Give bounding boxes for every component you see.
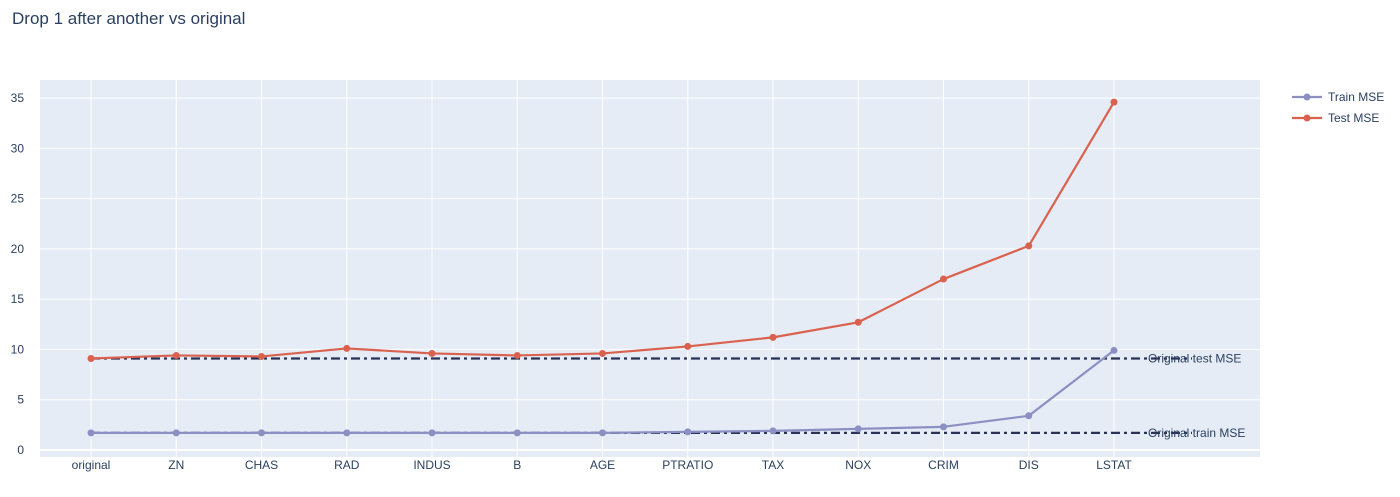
- y-tick-label: 0: [17, 443, 24, 457]
- legend-swatch-marker: [1303, 93, 1311, 101]
- legend-label: Test MSE: [1328, 111, 1379, 125]
- data-point: [172, 429, 180, 437]
- x-tick-label: B: [513, 458, 521, 472]
- data-point: [1110, 346, 1118, 354]
- reference-line-label: Original test MSE: [1148, 351, 1241, 365]
- data-point: [343, 429, 351, 437]
- data-point: [684, 428, 692, 436]
- x-tick-label: ZN: [168, 458, 184, 472]
- plot-area: [40, 80, 1260, 457]
- data-point: [87, 354, 95, 362]
- x-tick-label: TAX: [762, 458, 784, 472]
- data-point: [428, 349, 436, 357]
- data-point: [513, 351, 521, 359]
- data-point: [172, 351, 180, 359]
- data-point: [854, 318, 862, 326]
- y-tick-label: 30: [11, 141, 25, 155]
- x-tick-label: RAD: [334, 458, 360, 472]
- data-point: [684, 342, 692, 350]
- data-point: [940, 423, 947, 431]
- chart-title: Drop 1 after another vs original: [12, 9, 246, 28]
- y-tick-label: 25: [11, 192, 25, 206]
- x-tick-label: CRIM: [928, 458, 959, 472]
- data-point: [599, 429, 606, 437]
- x-tick-label: PTRATIO: [662, 458, 713, 472]
- data-point: [769, 333, 777, 341]
- y-tick-label: 5: [17, 393, 24, 407]
- y-tick-label: 20: [11, 242, 25, 256]
- x-tick-label: original: [72, 458, 111, 472]
- y-tick-label: 35: [11, 91, 25, 105]
- data-point: [343, 344, 351, 352]
- x-tick-label: DIS: [1019, 458, 1039, 472]
- y-tick-label: 10: [11, 342, 25, 356]
- x-tick-label: CHAS: [245, 458, 278, 472]
- data-point: [940, 275, 947, 283]
- reference-line-label: Original train MSE: [1148, 426, 1245, 440]
- data-point: [854, 425, 862, 433]
- x-tick-label: AGE: [590, 458, 615, 472]
- legend-label: Train MSE: [1328, 90, 1384, 104]
- data-point: [258, 352, 265, 360]
- legend-swatch-marker: [1303, 114, 1311, 122]
- data-point: [258, 429, 265, 437]
- data-point: [1025, 412, 1033, 420]
- data-point: [87, 429, 95, 437]
- data-point: [599, 349, 606, 357]
- x-tick-label: NOX: [845, 458, 871, 472]
- data-point: [1025, 242, 1033, 250]
- data-point: [513, 429, 521, 437]
- x-tick-label: LSTAT: [1096, 458, 1132, 472]
- data-point: [428, 429, 436, 437]
- data-point: [769, 427, 777, 435]
- x-tick-label: INDUS: [413, 458, 450, 472]
- data-point: [1110, 98, 1118, 106]
- y-tick-label: 15: [11, 292, 25, 306]
